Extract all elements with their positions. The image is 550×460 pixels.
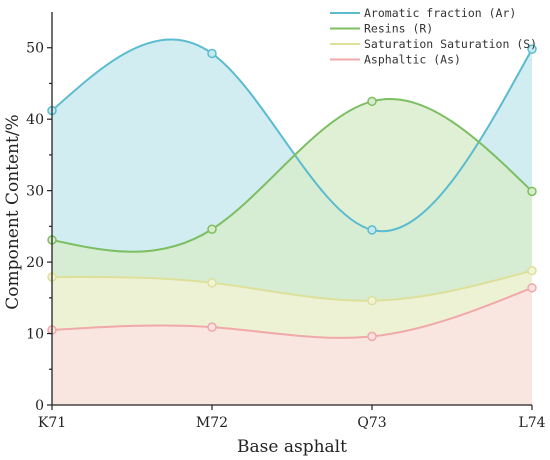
series-areas	[52, 39, 532, 405]
y-axis-ticks: 0 10 20 30 40 50	[26, 41, 52, 414]
x-tick-label-Q73: Q73	[357, 415, 386, 431]
legend-label-3: Asphaltic (As)	[364, 53, 461, 67]
area-series-3	[52, 287, 532, 405]
y-tick-label-40: 40	[26, 112, 44, 128]
x-tick-label-K71: K71	[38, 415, 66, 431]
data-point-series-3-Q73	[367, 331, 377, 342]
data-point-series-3-L74	[527, 283, 537, 293]
data-point-series-2-Q73	[367, 295, 377, 306]
y-tick-label-20: 20	[26, 255, 44, 271]
line-series-3	[52, 286, 532, 339]
y-axis-title: Component Content/%	[3, 114, 23, 309]
legend-label-1: Resins (R)	[364, 22, 433, 36]
x-tick-label-L74: L74	[518, 415, 545, 431]
legend-label-2: Saturation Saturation (S)	[364, 37, 537, 51]
data-point-series-0-L74	[527, 44, 537, 54]
y-tick-label-0: 0	[35, 398, 44, 414]
line-series-0	[52, 38, 532, 233]
y-tick-label-50: 50	[26, 41, 44, 57]
y-tick-label-30: 30	[26, 184, 44, 200]
legend-label-0: Aromatic fraction (Ar)	[364, 6, 516, 20]
data-point-series-2-M72	[207, 278, 217, 288]
data-point-series-0-M72	[207, 48, 217, 59]
data-point-series-1-M72	[207, 224, 217, 234]
y-tick-label-10: 10	[26, 327, 44, 343]
data-point-series-1-Q73	[367, 96, 377, 107]
data-point-series-0-Q73	[367, 225, 377, 235]
data-point-series-3-M72	[207, 322, 217, 332]
data-point-series-1-L74	[527, 186, 537, 197]
data-point-series-2-L74	[527, 265, 537, 276]
x-tick-label-M72: M72	[196, 415, 228, 431]
series-lines	[52, 38, 532, 339]
line-series-2	[52, 269, 532, 302]
legend: Aromatic fraction (Ar) Resins (R)Saturati…	[330, 6, 537, 67]
x-axis-title: Base asphalt	[237, 437, 347, 457]
x-axis-ticks: K71 M72 Q73 L74	[38, 405, 546, 431]
axes	[51, 12, 532, 406]
line-series-1	[52, 98, 532, 253]
series-points	[47, 44, 537, 342]
